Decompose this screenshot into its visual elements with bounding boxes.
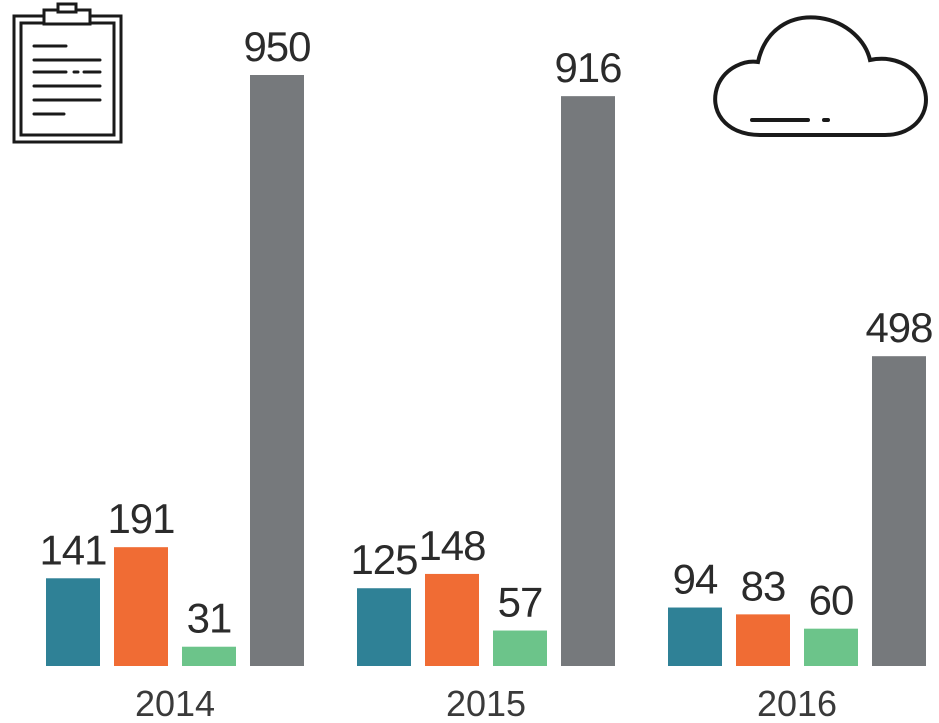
bar <box>668 607 722 666</box>
bar <box>872 356 926 666</box>
value-label: 60 <box>809 577 854 624</box>
bar <box>357 588 411 666</box>
cloud-icon <box>713 15 928 137</box>
bar <box>804 628 858 666</box>
value-label: 94 <box>673 556 718 603</box>
bar <box>493 630 547 666</box>
bar <box>250 75 304 666</box>
value-label: 950 <box>243 23 310 70</box>
value-label: 57 <box>498 579 543 626</box>
bar <box>425 573 479 666</box>
value-label: 498 <box>865 304 932 351</box>
bar <box>114 547 168 666</box>
value-label: 148 <box>418 522 485 569</box>
bar <box>182 646 236 666</box>
bar <box>736 614 790 666</box>
bar <box>561 96 615 666</box>
value-label: 191 <box>107 495 174 542</box>
category-label: 2015 <box>446 683 526 723</box>
value-label: 125 <box>350 536 417 583</box>
clipboard-icon <box>12 2 123 144</box>
category-label: 2014 <box>135 683 215 723</box>
value-label: 916 <box>554 44 621 91</box>
value-label: 83 <box>741 562 786 609</box>
category-label: 2016 <box>757 683 837 723</box>
value-label: 141 <box>39 526 106 573</box>
value-label: 31 <box>187 595 232 642</box>
bar <box>46 578 100 666</box>
